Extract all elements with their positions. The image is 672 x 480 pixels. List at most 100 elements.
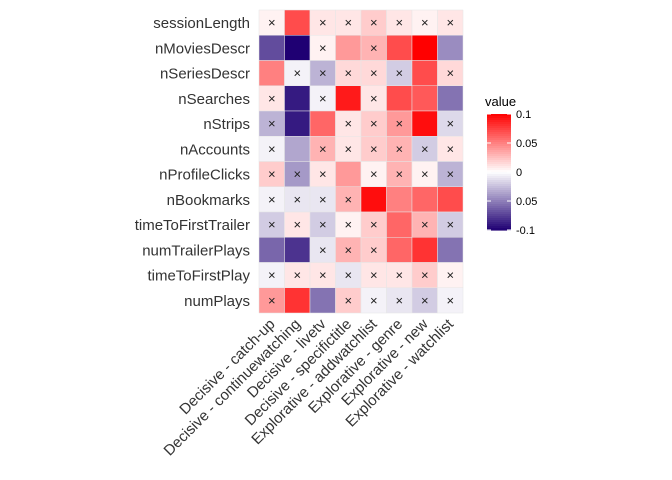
heatmap-cell	[386, 186, 413, 213]
legend-gradient-segment	[487, 134, 511, 137]
row-label: timeToFirstPlay	[147, 268, 250, 285]
legend-gradient-segment	[487, 188, 511, 191]
heatmap-cell	[411, 237, 438, 263]
heatmap-cell	[309, 9, 336, 36]
not-significant-mark: ×	[268, 167, 276, 182]
legend-gradient-segment	[487, 222, 511, 225]
legend-gradient-segment	[487, 114, 511, 117]
not-significant-mark: ×	[395, 293, 403, 308]
not-significant-mark: ×	[344, 141, 352, 156]
heatmap-cell	[335, 35, 362, 61]
heatmap-cell	[258, 211, 285, 238]
heatmap-cell	[411, 161, 438, 187]
not-significant-mark: ×	[421, 217, 429, 232]
heatmap-cell	[437, 211, 464, 238]
legend-tick-label: 0	[516, 167, 522, 179]
legend-gradient-segment	[487, 154, 511, 157]
legend-gradient-segment	[487, 192, 511, 195]
legend-gradient-segment	[487, 126, 511, 129]
legend-gradient-segment	[487, 212, 511, 215]
row-label: numPlays	[184, 293, 250, 310]
heatmap-cell	[437, 262, 464, 288]
legend-gradient-segment	[487, 220, 511, 223]
not-significant-mark: ×	[370, 91, 378, 106]
not-significant-mark: ×	[319, 217, 327, 232]
not-significant-mark: ×	[421, 268, 429, 283]
legend-gradient-segment	[487, 128, 511, 131]
not-significant-mark: ×	[446, 217, 454, 232]
heatmap-cell	[437, 186, 464, 213]
legend-gradient-segment	[487, 170, 511, 173]
heatmap-cell	[335, 110, 362, 137]
not-significant-mark: ×	[293, 268, 301, 283]
legend-gradient-segment	[487, 182, 511, 185]
heatmap-cell	[411, 85, 438, 112]
heatmap-cell	[437, 35, 464, 61]
legend-gradient-segment	[487, 130, 511, 133]
not-significant-mark: ×	[268, 293, 276, 308]
heatmap-cell	[284, 237, 311, 263]
legend-gradient-segment	[487, 148, 511, 151]
legend-tick-label: 0.05	[516, 196, 537, 208]
not-significant-mark: ×	[319, 91, 327, 106]
heatmap-cell	[335, 237, 362, 263]
not-significant-mark: ×	[319, 242, 327, 257]
heatmap-cell	[309, 237, 336, 263]
legend-gradient-segment	[487, 152, 511, 155]
legend-color-bar	[487, 114, 511, 231]
legend-gradient-segment	[487, 122, 511, 125]
heatmap-cell	[309, 262, 336, 288]
legend-gradient-segment	[487, 140, 511, 143]
heatmap-cell	[258, 161, 285, 187]
heatmap-cell	[309, 287, 336, 314]
not-significant-mark: ×	[421, 293, 429, 308]
not-significant-mark: ×	[446, 116, 454, 131]
heatmap-cell	[335, 9, 362, 36]
not-significant-mark: ×	[344, 293, 352, 308]
heatmap-cell	[335, 60, 362, 86]
heatmap-cell	[437, 136, 464, 162]
heatmap-cell	[284, 136, 311, 162]
not-significant-mark: ×	[319, 141, 327, 156]
legend-gradient-segment	[487, 206, 511, 209]
legend-gradient-segment	[487, 156, 511, 159]
not-significant-mark: ×	[395, 141, 403, 156]
not-significant-mark: ×	[293, 167, 301, 182]
not-significant-mark: ×	[370, 40, 378, 55]
legend-gradient-segment	[487, 194, 511, 197]
not-significant-mark: ×	[344, 66, 352, 81]
heatmap-cell	[335, 262, 362, 288]
legend-gradient-segment	[487, 174, 511, 177]
legend-gradient-segment	[487, 162, 511, 165]
row-label: numTrailerPlays	[142, 242, 250, 259]
heatmap-cell	[284, 60, 311, 86]
legend-gradient-segment	[487, 150, 511, 153]
heatmap-cell	[411, 110, 438, 137]
not-significant-mark: ×	[268, 91, 276, 106]
legend-gradient-segment	[487, 158, 511, 161]
not-significant-mark: ×	[268, 116, 276, 131]
legend-gradient-segment	[487, 176, 511, 179]
heatmap-cell	[258, 9, 285, 36]
legend-gradient-segment	[487, 168, 511, 171]
legend-gradient-segment	[487, 120, 511, 123]
legend-gradient-segment	[487, 196, 511, 199]
not-significant-mark: ×	[268, 192, 276, 207]
row-label: nSeriesDescr	[160, 66, 250, 83]
heatmap-cell	[360, 287, 387, 314]
heatmap-cell	[258, 60, 285, 86]
legend-gradient-segment	[487, 164, 511, 167]
not-significant-mark: ×	[268, 141, 276, 156]
legend-gradient-segment	[487, 118, 511, 121]
heatmap-cell	[284, 110, 311, 137]
legend-gradient-segment	[487, 216, 511, 219]
not-significant-mark: ×	[446, 15, 454, 30]
not-significant-mark: ×	[319, 66, 327, 81]
legend-tick-label: 0.05	[516, 138, 537, 150]
heatmap-cell	[258, 237, 285, 263]
legend-gradient-segment	[487, 204, 511, 207]
heatmap-cell	[360, 85, 387, 112]
row-label: sessionLength	[153, 15, 250, 32]
heatmap-cell	[258, 287, 285, 314]
legend-gradient-segment	[487, 136, 511, 139]
